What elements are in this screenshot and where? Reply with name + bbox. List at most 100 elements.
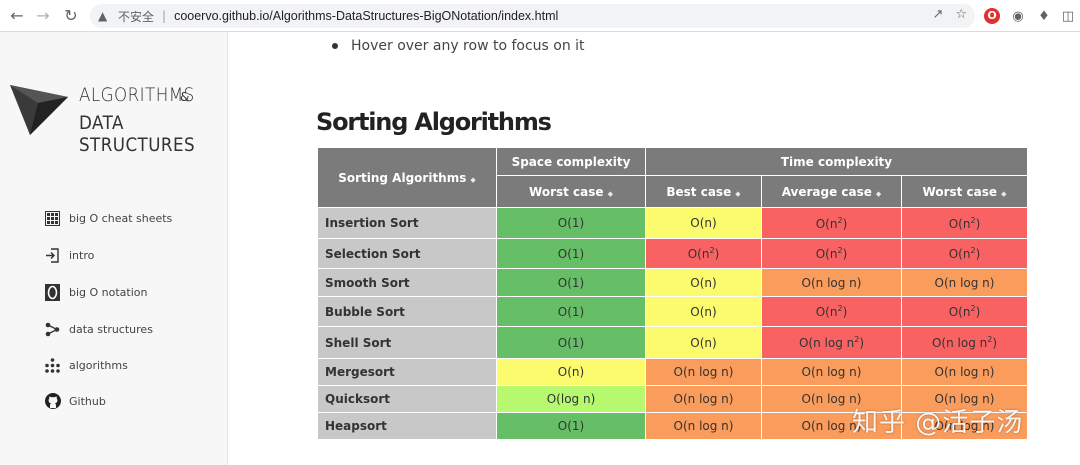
header-average-case[interactable]: Average case ◆ (761, 175, 902, 208)
complexity-cell: O(n log n) (901, 385, 1028, 413)
warning-icon[interactable]: ▲ (98, 9, 108, 23)
sidebar-item-github[interactable]: Github (44, 391, 106, 411)
complexity-value: O(n log n) (673, 419, 734, 433)
complexity-value: O(n log n) (934, 365, 995, 379)
complexity-cell: O(1) (496, 268, 646, 297)
table-row[interactable]: Bubble Sort O(1) O(n) O(n2) O(n2) (317, 296, 1028, 327)
complexity-value: O(n) (557, 365, 585, 379)
url-text[interactable]: cooervo.github.io/Algorithms-DataStructu… (174, 9, 559, 23)
complexity-cell: O(n2) (901, 238, 1028, 269)
github-icon (44, 393, 61, 410)
complexity-cell: O(n) (645, 268, 762, 297)
sort-icon[interactable]: ◆ (735, 189, 741, 198)
algorithm-name: Selection Sort (317, 238, 497, 269)
sitemap-icon (44, 357, 61, 374)
sidebar-item-label: Github (69, 394, 106, 408)
side-panel-icon[interactable]: ◫ (1061, 8, 1075, 24)
table-row[interactable]: Shell Sort O(1) O(n) O(n log n2) O(n log n2) (317, 326, 1028, 359)
complexity-value: O(1) (557, 275, 585, 290)
header-worst-case[interactable]: Worst case ◆ (901, 175, 1028, 208)
sidebar-item-label: data structures (69, 322, 153, 336)
algorithm-name: Heapsort (317, 412, 497, 440)
table-row[interactable]: Mergesort O(n) O(n log n) O(n log n) O(n log… (317, 358, 1028, 386)
complexity-cell: O(n log n) (901, 268, 1028, 297)
mask-extension-icon[interactable]: ◉ (1012, 8, 1024, 24)
header-label: Sorting Algorithms (338, 170, 467, 185)
header-sorting-algorithms[interactable]: Sorting Algorithms ◆ (317, 147, 497, 208)
complexity-value: O(n) (690, 335, 717, 350)
complexity-value: O(n (948, 247, 971, 261)
sidebar-item-algorithms[interactable]: algorithms (44, 355, 128, 375)
insecure-label[interactable]: 不安全 (118, 9, 155, 24)
sidebar-item-label: intro (69, 248, 95, 262)
exponent: 2 (837, 215, 843, 225)
table-row[interactable]: Smooth Sort O(1) O(n) O(n log n) O(n log n) (317, 268, 1028, 297)
exponent: 2 (970, 215, 976, 225)
complexity-cell: O(n log n) (901, 412, 1028, 440)
complexity-value: O(n) (690, 216, 717, 230)
exponent: 2 (709, 246, 715, 255)
complexity-cell: O(n log n2) (901, 326, 1028, 359)
header-label: Worst case (922, 184, 998, 199)
complexity-cell: O(1) (496, 296, 646, 327)
complexity-value: O(n log n (798, 336, 855, 350)
share-icon[interactable]: ↗ (932, 7, 944, 22)
complexity-cell: O(n) (645, 296, 762, 327)
watermark-text: 知乎 @活子汤 (852, 408, 1024, 438)
forward-arrow-icon[interactable]: → (36, 6, 50, 25)
algorithm-name: Shell Sort (317, 326, 497, 359)
share-nodes-icon (44, 321, 61, 338)
sort-icon[interactable]: ◆ (1001, 189, 1007, 198)
complexity-value: O(1) (557, 419, 585, 433)
complexity-cell: O(n) (496, 358, 646, 386)
exponent: 2 (970, 304, 976, 313)
algorithm-name: Insertion Sort (317, 207, 497, 239)
complexity-cell: O(n log n) (901, 358, 1028, 386)
sidebar-item-big-o-notation[interactable]: big O notation (44, 282, 148, 302)
exponent: 2 (837, 304, 843, 313)
complexity-value: O(n log n) (673, 392, 734, 406)
complexity-value: O(n log n) (801, 392, 862, 406)
table-row[interactable]: Heapsort O(1) O(n log n) O(n log n) O(n log … (317, 412, 1028, 440)
sidebar-item-data-structures[interactable]: data structures (44, 319, 153, 339)
complexity-value: O(n) (690, 275, 717, 290)
table-row[interactable]: Insertion Sort O(1) O(n) O(n2) O(n2) (317, 207, 1028, 239)
complexity-value: O(n (948, 305, 971, 319)
logo-icon[interactable] (8, 77, 70, 139)
complexity-value: O(log n) (546, 392, 596, 406)
table-row[interactable]: Quicksort O(log n) O(n log n) O(n log n) O(n… (317, 385, 1028, 413)
complexity-value-tail: ) (859, 336, 865, 350)
browser-toolbar: ← → ↻ ▲ 不安全 | cooervo.github.io/Algorith… (0, 0, 1080, 32)
header-space-worst-case[interactable]: Worst case ◆ (496, 175, 646, 208)
complexity-value: O(1) (557, 216, 585, 230)
address-bar[interactable]: ▲ 不安全 | cooervo.github.io/Algorithms-Dat… (90, 4, 975, 28)
complexity-value-tail: ) (975, 247, 981, 261)
table-row[interactable]: Selection Sort O(1) O(n2) O(n2) O(n2) (317, 238, 1028, 269)
opera-extension-icon[interactable]: O (982, 6, 1002, 26)
algorithm-name: Smooth Sort (317, 268, 497, 297)
back-arrow-icon[interactable]: ← (10, 6, 24, 25)
brand-line-1: ALGORITHMS (79, 84, 195, 106)
puzzle-icon[interactable]: ♦ (1038, 8, 1050, 24)
complexity-cell: O(1) (496, 326, 646, 359)
brand-ampersand: & (180, 90, 190, 104)
star-icon[interactable]: ☆ (955, 7, 967, 22)
complexity-value: O(n) (690, 304, 717, 319)
sort-icon[interactable]: ◆ (875, 189, 882, 198)
complexity-cell: O(n log n) (761, 358, 902, 386)
sidebar-item-cheat-sheets[interactable]: big O cheat sheets (44, 208, 172, 228)
sidebar: ALGORITHMS & DATA STRUCTURES big O cheat… (0, 32, 228, 465)
sort-icon[interactable]: ◆ (470, 175, 476, 184)
sidebar-item-intro[interactable]: intro (44, 245, 94, 265)
brand-line-2: DATA STRUCTURES (79, 112, 196, 156)
header-best-case[interactable]: Best case ◆ (645, 175, 762, 208)
complexity-value-tail: ) (975, 305, 981, 319)
sidebar-item-label: big O cheat sheets (69, 211, 173, 225)
reload-icon[interactable]: ↻ (64, 6, 78, 25)
sort-icon[interactable]: ◆ (607, 189, 613, 198)
bullet-icon (332, 43, 338, 49)
complexity-value-tail: ) (992, 336, 998, 350)
grid-icon (44, 210, 61, 227)
complexity-cell: O(n2) (645, 238, 762, 269)
section-title: Sorting Algorithms (316, 108, 552, 136)
